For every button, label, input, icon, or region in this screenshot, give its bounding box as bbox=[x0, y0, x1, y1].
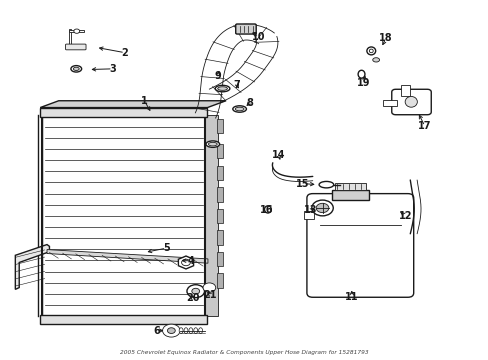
FancyBboxPatch shape bbox=[306, 194, 413, 297]
Bar bbox=[334, 183, 366, 190]
Bar bbox=[216, 119, 222, 134]
Bar bbox=[216, 273, 222, 288]
Bar bbox=[383, 100, 396, 107]
Ellipse shape bbox=[193, 328, 197, 333]
Text: 7: 7 bbox=[233, 80, 240, 90]
Bar bbox=[40, 108, 207, 117]
Text: 4: 4 bbox=[187, 256, 194, 266]
FancyBboxPatch shape bbox=[65, 44, 86, 50]
Bar bbox=[69, 30, 71, 45]
Circle shape bbox=[181, 259, 190, 266]
Ellipse shape bbox=[366, 47, 375, 55]
Ellipse shape bbox=[319, 181, 333, 188]
FancyBboxPatch shape bbox=[235, 24, 256, 34]
Text: 3: 3 bbox=[109, 64, 116, 74]
Bar bbox=[400, 85, 409, 96]
Bar bbox=[216, 187, 222, 202]
Text: 15: 15 bbox=[296, 179, 309, 189]
Polygon shape bbox=[15, 244, 49, 289]
Text: 2005 Chevrolet Equinox Radiator & Components Upper Hose Diagram for 15281793: 2005 Chevrolet Equinox Radiator & Compon… bbox=[120, 350, 368, 355]
Bar bbox=[42, 116, 205, 316]
Text: 18: 18 bbox=[378, 33, 392, 43]
Circle shape bbox=[162, 324, 180, 337]
Ellipse shape bbox=[405, 96, 416, 107]
Text: 20: 20 bbox=[186, 293, 200, 303]
Text: 6: 6 bbox=[153, 325, 160, 336]
Text: 11: 11 bbox=[345, 292, 358, 302]
Ellipse shape bbox=[215, 85, 229, 92]
Ellipse shape bbox=[264, 206, 271, 213]
Bar bbox=[216, 252, 222, 266]
Bar bbox=[216, 144, 222, 158]
Ellipse shape bbox=[208, 142, 217, 146]
Ellipse shape bbox=[205, 141, 219, 147]
Bar bbox=[216, 166, 222, 180]
Circle shape bbox=[191, 288, 199, 294]
Ellipse shape bbox=[368, 49, 372, 53]
Ellipse shape bbox=[357, 70, 364, 78]
Bar bbox=[216, 209, 222, 223]
FancyBboxPatch shape bbox=[391, 89, 430, 115]
Circle shape bbox=[186, 285, 204, 298]
Ellipse shape bbox=[179, 328, 183, 333]
Ellipse shape bbox=[188, 328, 192, 333]
Text: 5: 5 bbox=[163, 243, 169, 253]
Text: 13: 13 bbox=[303, 206, 316, 216]
Bar bbox=[216, 230, 222, 244]
Circle shape bbox=[74, 29, 80, 33]
Bar bbox=[69, 30, 83, 32]
Ellipse shape bbox=[372, 58, 379, 62]
Ellipse shape bbox=[235, 107, 244, 111]
Circle shape bbox=[311, 200, 332, 216]
Circle shape bbox=[167, 328, 175, 333]
Text: 14: 14 bbox=[271, 150, 285, 160]
Ellipse shape bbox=[71, 66, 81, 72]
Text: 1: 1 bbox=[141, 96, 147, 106]
Text: 16: 16 bbox=[259, 206, 273, 216]
Circle shape bbox=[203, 283, 215, 292]
Text: 12: 12 bbox=[398, 211, 411, 221]
Circle shape bbox=[316, 203, 328, 213]
Ellipse shape bbox=[232, 106, 246, 112]
Text: 9: 9 bbox=[214, 71, 221, 81]
Bar bbox=[304, 211, 313, 219]
Text: 19: 19 bbox=[357, 78, 370, 88]
Ellipse shape bbox=[217, 87, 227, 90]
Text: 17: 17 bbox=[417, 121, 431, 131]
Bar bbox=[205, 116, 217, 316]
Text: 2: 2 bbox=[122, 48, 128, 58]
Text: 21: 21 bbox=[203, 290, 217, 300]
Ellipse shape bbox=[183, 328, 187, 333]
Ellipse shape bbox=[198, 328, 202, 333]
Polygon shape bbox=[40, 101, 225, 108]
Bar bbox=[331, 190, 368, 200]
Bar bbox=[40, 315, 207, 324]
Text: 8: 8 bbox=[245, 98, 252, 108]
Polygon shape bbox=[47, 249, 207, 263]
Ellipse shape bbox=[73, 67, 79, 71]
Text: 10: 10 bbox=[252, 32, 265, 41]
